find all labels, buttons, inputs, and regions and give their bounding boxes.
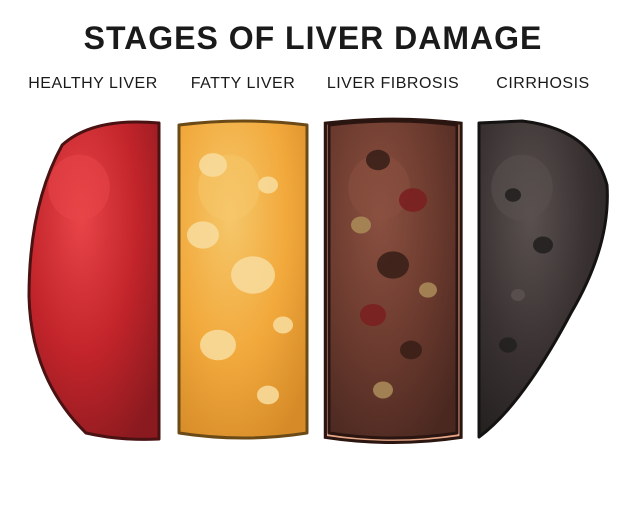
stage-label: HEALTHY LIVER — [28, 75, 158, 93]
stage-1: FATTY LIVER — [173, 75, 313, 445]
stage-2: LIVER FIBROSIS — [323, 75, 463, 445]
infographic-container: STAGES OF LIVER DAMAGE HEALTHY LIVER FATT… — [0, 0, 626, 531]
liver-slice-illustration — [473, 115, 613, 445]
stage-3: CIRRHOSIS — [473, 75, 613, 445]
stage-0: HEALTHY LIVER — [23, 75, 163, 445]
stage-label: FATTY LIVER — [191, 75, 296, 93]
liver-slice-illustration — [23, 115, 163, 445]
liver-slice-illustration — [173, 115, 313, 445]
liver-slice-illustration — [323, 115, 463, 445]
stage-label: LIVER FIBROSIS — [327, 75, 459, 93]
main-title: STAGES OF LIVER DAMAGE — [84, 20, 543, 57]
stage-label: CIRRHOSIS — [496, 75, 589, 93]
stages-row: HEALTHY LIVER FATTY LIVER LIVER FIBROSIS CI… — [15, 75, 611, 445]
